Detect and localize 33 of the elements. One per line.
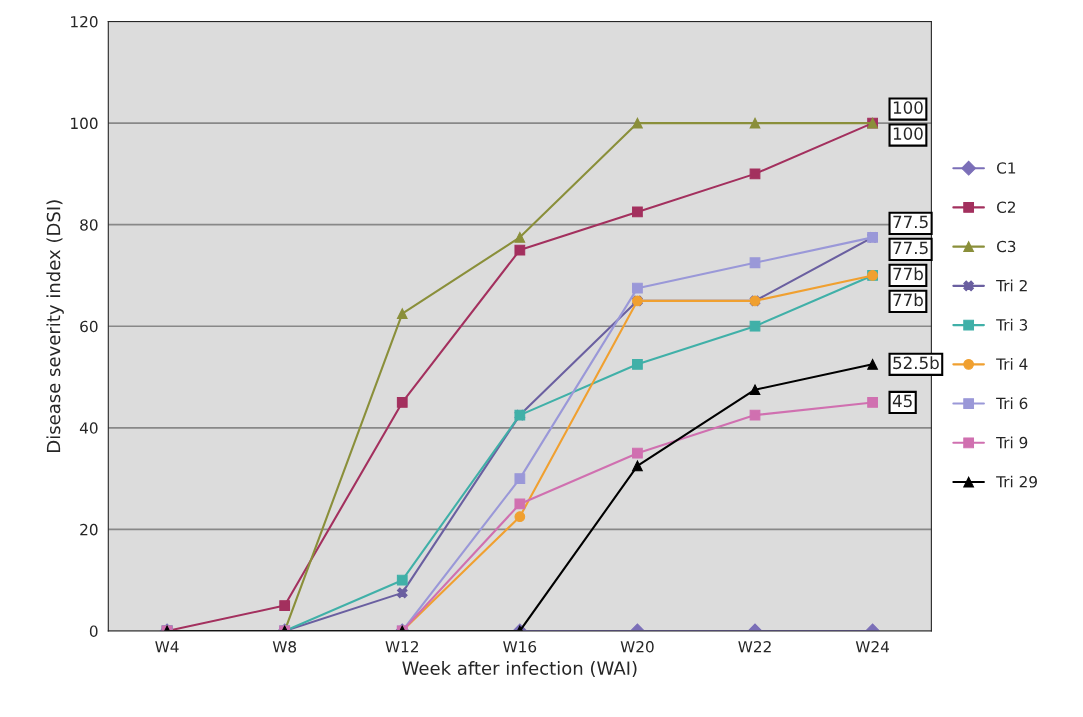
annotation: 52.5b [893, 356, 939, 370]
x-tick-label: W16 [503, 640, 537, 653]
annotation: 45 [892, 394, 912, 408]
x-tick-label: W8 [272, 640, 297, 653]
annotation: 100 [893, 101, 923, 114]
y-axis-title: Disease severity index (DSI) [46, 200, 64, 452]
legend-label: Tri 9 [996, 436, 1028, 449]
legend-label: Tri 2 [996, 279, 1027, 292]
x-tick-label: W4 [155, 641, 179, 653]
x-tick-label: W12 [385, 640, 418, 653]
legend-label: Tri 6 [996, 397, 1028, 410]
annotation: 77.5 [893, 215, 928, 229]
y-tick-label: 80 [80, 219, 98, 231]
x-tick-label: W20 [620, 640, 654, 653]
x-axis-title: Week after infection (WAI) [402, 661, 637, 678]
legend-label: Tri 29 [996, 475, 1037, 488]
y-tick-label: 100 [71, 117, 98, 130]
y-tick-label: 0 [89, 625, 98, 637]
legend-label: C2 [997, 201, 1015, 213]
x-tick-label: W22 [738, 640, 771, 653]
y-tick-label: 60 [80, 320, 98, 333]
x-tick-label: W24 [855, 640, 890, 653]
annotation: 77b [893, 267, 923, 281]
y-tick-label: 120 [71, 15, 98, 28]
y-tick-label: 20 [80, 523, 98, 536]
legend-label: C3 [997, 240, 1016, 253]
legend-label: C1 [997, 162, 1016, 174]
annotation: 77.5 [893, 241, 928, 255]
annotation: 77b [893, 293, 923, 307]
annotation: 100 [893, 127, 923, 140]
legend-label: Tri 3 [996, 318, 1028, 331]
y-tick-label: 40 [79, 422, 98, 434]
legend-label: Tri 4 [996, 358, 1028, 370]
